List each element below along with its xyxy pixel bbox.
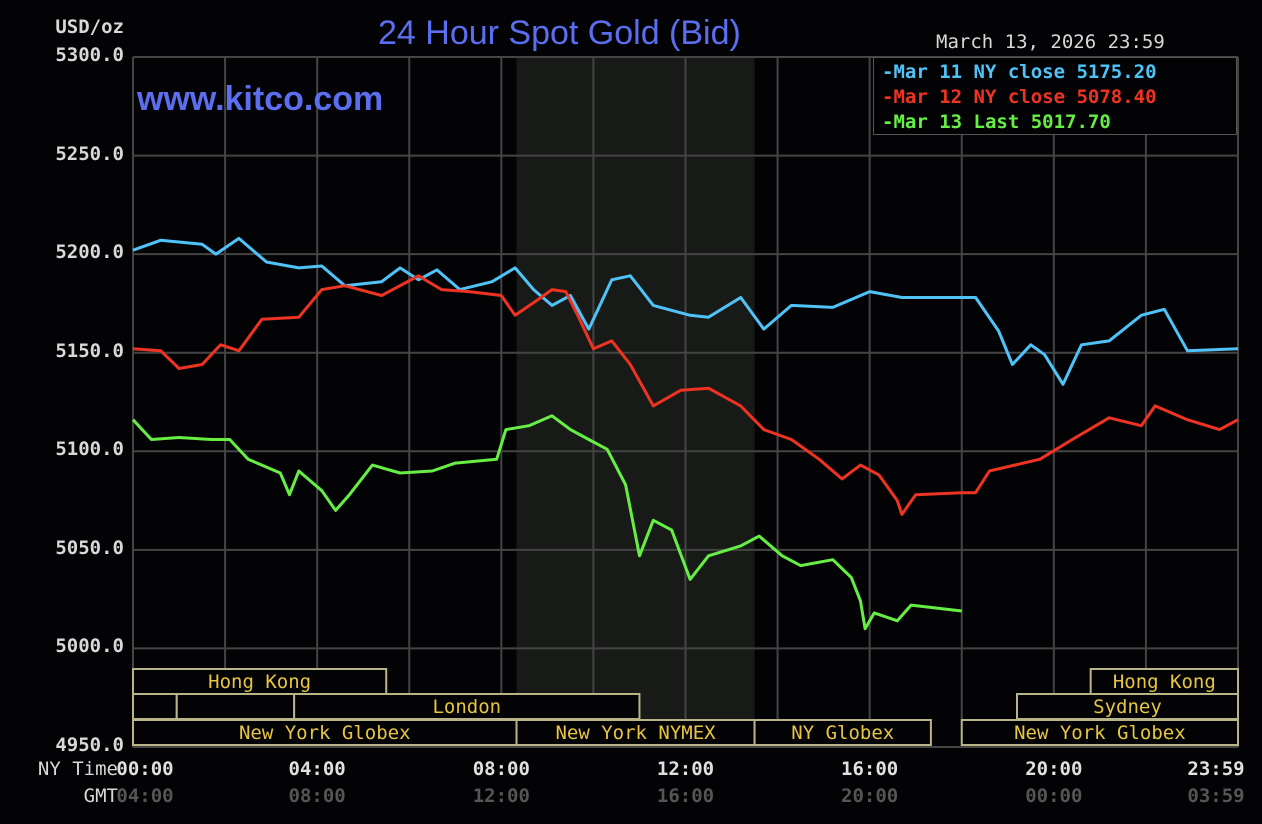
session-box xyxy=(132,668,388,695)
legend-entry: -Mar 12 NY close 5078.40 xyxy=(882,85,1236,110)
y-tick-label: 5000.0 xyxy=(55,635,124,658)
x-tick-label: 23:59 xyxy=(1187,758,1245,780)
legend-label: Mar 12 NY close 5078.40 xyxy=(893,86,1157,108)
x-tick-label: 12:00 xyxy=(656,758,715,780)
x-axis-row-label: GMT xyxy=(83,785,118,807)
session-label: Hong Kong xyxy=(1113,671,1216,693)
y-tick-label: 5100.0 xyxy=(55,438,124,461)
session-label: London xyxy=(432,696,501,718)
session-label: New York NYMEX xyxy=(555,722,716,744)
x-tick-label: 04:00 xyxy=(116,785,174,807)
x-tick-label: 12:00 xyxy=(472,785,530,807)
session-box xyxy=(1089,668,1239,695)
y-axis-label: USD/oz xyxy=(55,16,124,38)
x-tick-label: 03:59 xyxy=(1187,785,1245,807)
session-box xyxy=(1016,693,1239,720)
legend-entry: -Mar 13 Last 5017.70 xyxy=(882,110,1236,135)
session-label: NY Globex xyxy=(791,722,894,744)
session-box xyxy=(753,719,932,746)
session-box xyxy=(293,693,641,720)
watermark-url: www.kitco.com xyxy=(137,80,384,118)
session-box xyxy=(515,719,756,746)
legend-swatch: - xyxy=(882,111,894,133)
session-box xyxy=(132,693,178,720)
session-label: Sydney xyxy=(1093,696,1162,718)
y-tick-label: 5200.0 xyxy=(55,241,124,264)
series-line-3 xyxy=(131,414,962,631)
y-tick-label: 5250.0 xyxy=(55,142,124,165)
timestamp: March 13, 2026 23:59 xyxy=(936,31,1165,53)
y-tick-label: 4950.0 xyxy=(55,734,124,756)
x-tick-label: 00:00 xyxy=(116,758,174,780)
series-line-1 xyxy=(132,236,1239,386)
x-tick-label: 00:00 xyxy=(1025,785,1083,807)
session-label: New York Globex xyxy=(1014,722,1186,744)
nymex-shaded-region xyxy=(516,57,755,747)
legend-label: Mar 11 NY close 5175.20 xyxy=(893,61,1157,83)
legend-entry: -Mar 11 NY close 5175.20 xyxy=(882,60,1236,85)
x-tick-label: 08:00 xyxy=(288,785,346,807)
session-box xyxy=(960,719,1239,746)
y-tick-label: 5150.0 xyxy=(55,339,124,362)
y-tick-label: 5050.0 xyxy=(55,536,124,559)
x-tick-label: 08:00 xyxy=(472,758,530,780)
legend-swatch: - xyxy=(882,61,894,83)
y-tick-label: 5300.0 xyxy=(55,44,124,66)
x-tick-label: 20:00 xyxy=(841,785,899,807)
chart-title: 24 Hour Spot Gold (Bid) xyxy=(378,14,741,52)
session-label: Hong Kong xyxy=(208,671,311,693)
session-box xyxy=(175,693,296,720)
session-label: New York Globex xyxy=(239,722,411,744)
x-tick-label: 20:00 xyxy=(1025,758,1083,780)
x-tick-label: 16:00 xyxy=(656,785,715,807)
x-tick-label: 16:00 xyxy=(841,758,899,780)
x-axis-row-label: NY Time xyxy=(37,758,118,780)
legend-swatch: - xyxy=(882,86,894,108)
x-tick-label: 04:00 xyxy=(288,758,346,780)
series-line-2 xyxy=(132,274,1239,516)
legend: -Mar 11 NY close 5175.20 -Mar 12 NY close… xyxy=(873,57,1237,135)
legend-label: Mar 13 Last 5017.70 xyxy=(893,111,1111,133)
